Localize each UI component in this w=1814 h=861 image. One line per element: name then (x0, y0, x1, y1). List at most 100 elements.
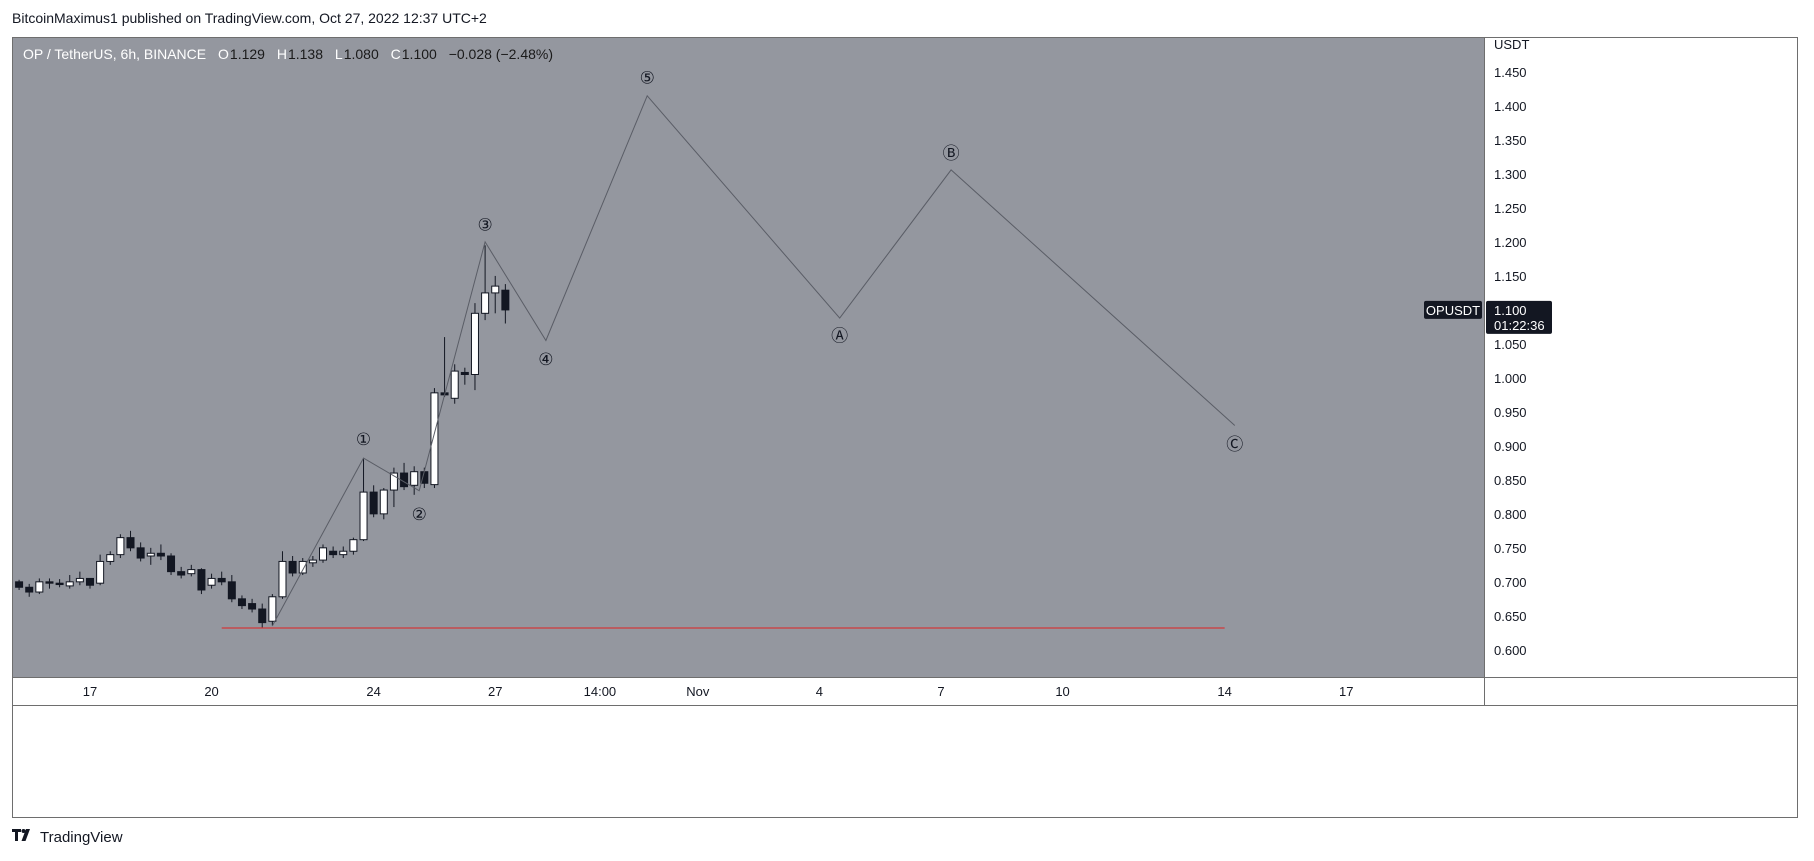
candle-down (177, 571, 186, 576)
y-tick-label: 1.350 (1494, 133, 1527, 148)
y-tick-label: 0.650 (1494, 609, 1527, 624)
y-tick-label: 0.950 (1494, 405, 1527, 420)
candle-down (167, 555, 176, 573)
x-tick-label: 24 (366, 684, 380, 699)
x-tick-label: 7 (937, 684, 944, 699)
candle-up (116, 537, 125, 556)
candle-down (501, 289, 510, 311)
candle-down (156, 552, 165, 557)
y-tick-label: 0.700 (1494, 575, 1527, 590)
y-tick-label: 1.000 (1494, 371, 1527, 386)
price-tag-background (1486, 300, 1552, 334)
candle-down (460, 371, 469, 375)
candle-down (15, 581, 24, 588)
y-tick-label: 1.250 (1494, 201, 1527, 216)
published-text: BitcoinMaximus1 published on TradingView… (12, 10, 487, 26)
y-tick-label: 0.850 (1494, 473, 1527, 488)
x-tick-label: 4 (816, 684, 823, 699)
candle-up (389, 472, 398, 491)
price-chart[interactable]: USDT 1.450 1.400 1.350 1.300 1.250 1.200 1.150 1… (13, 38, 1797, 817)
x-tick-label: 10 (1055, 684, 1069, 699)
price-tag-countdown: 01:22:36 (1494, 318, 1545, 333)
x-tick-label: 17 (83, 684, 97, 699)
y-tick-label: 1.050 (1494, 337, 1527, 352)
time-axis-background (13, 677, 1484, 705)
wave-label: ③ (477, 215, 492, 235)
tradingview-logo-icon (12, 828, 34, 847)
footer-brand-text: TradingView (40, 829, 123, 846)
wave-label: Ⓐ (831, 327, 848, 347)
y-tick-label: 1.150 (1494, 269, 1527, 284)
y-tick-label: 1.200 (1494, 235, 1527, 250)
y-tick-label: 0.750 (1494, 541, 1527, 556)
legend-change: −0.028 (−2.48%) (448, 46, 553, 62)
y-tick-label: 0.600 (1494, 643, 1527, 658)
candle-up (298, 560, 307, 574)
candle-up (481, 292, 490, 314)
candle-up (379, 489, 388, 515)
candle-up (410, 471, 419, 486)
candle-up (187, 569, 196, 575)
legend-low-label: L (334, 46, 343, 62)
x-tick-label: Nov (686, 684, 710, 699)
candle-down (126, 537, 135, 549)
legend-high-label: H (276, 46, 287, 62)
candle-up (470, 312, 479, 375)
candle-up (207, 577, 216, 586)
candle-down (55, 582, 64, 586)
candle-down (258, 608, 267, 624)
candle-down (197, 569, 206, 591)
chart-frame[interactable]: USDT 1.450 1.400 1.350 1.300 1.250 1.200 1.150 1… (12, 37, 1798, 818)
candle-up (359, 491, 368, 541)
candle-up (65, 581, 74, 587)
legend-close-label: C (390, 46, 401, 62)
price-axis-background (1484, 38, 1797, 817)
wave-label: ① (356, 430, 371, 450)
candle-up (319, 547, 328, 561)
legend-close-value: 1.100 (401, 46, 437, 62)
candle-up (308, 559, 317, 564)
y-tick-label: 0.900 (1494, 439, 1527, 454)
symbol-legend: OP / TetherUS, 6h, BINANCE O1.129 H1.138… (23, 46, 553, 62)
x-tick-label: 20 (204, 684, 218, 699)
legend-open-value: 1.129 (229, 46, 265, 62)
candle-up (96, 560, 105, 584)
x-tick-label: 14:00 (584, 684, 617, 699)
legend-high-value: 1.138 (287, 46, 324, 62)
candle-up (450, 370, 459, 399)
plot-background (13, 38, 1484, 677)
candle-up (278, 560, 287, 598)
candle-down (288, 560, 297, 574)
y-tick-label: 1.300 (1494, 167, 1527, 182)
legend-symbol: OP / TetherUS, 6h, BINANCE (23, 46, 207, 62)
x-tick-label: 17 (1339, 684, 1353, 699)
candle-up (430, 392, 439, 486)
y-axis-unit: USDT (1494, 38, 1529, 52)
candle-down (217, 577, 226, 583)
wave-label: Ⓒ (1226, 435, 1243, 455)
candle-down (136, 547, 145, 559)
candle-up (146, 552, 155, 557)
candle-down (237, 598, 246, 607)
candle-up (35, 581, 44, 593)
wave-label: ④ (538, 350, 553, 370)
publication-header: BitcoinMaximus1 published on TradingView… (12, 10, 487, 26)
candle-down (25, 586, 34, 593)
y-tick-label: 1.400 (1494, 99, 1527, 114)
wave-label: Ⓑ (943, 144, 960, 164)
candle-up (75, 577, 84, 583)
x-tick-label: 27 (488, 684, 502, 699)
candle-up (349, 539, 358, 552)
candle-up (106, 554, 115, 562)
legend-low-value: 1.080 (343, 46, 379, 62)
wave-label: ⑤ (640, 68, 655, 88)
footer-brand[interactable]: TradingView (12, 828, 123, 847)
symbol-tag-background (1424, 300, 1482, 319)
elliott-wave-path (271, 94, 1236, 627)
x-tick-label: 14 (1217, 684, 1231, 699)
candle-down (248, 603, 257, 610)
candle-down (227, 581, 236, 600)
symbol-tag-label: OPUSDT (1426, 303, 1480, 318)
candle-down (369, 491, 378, 515)
legend-open-label: O (218, 46, 229, 62)
